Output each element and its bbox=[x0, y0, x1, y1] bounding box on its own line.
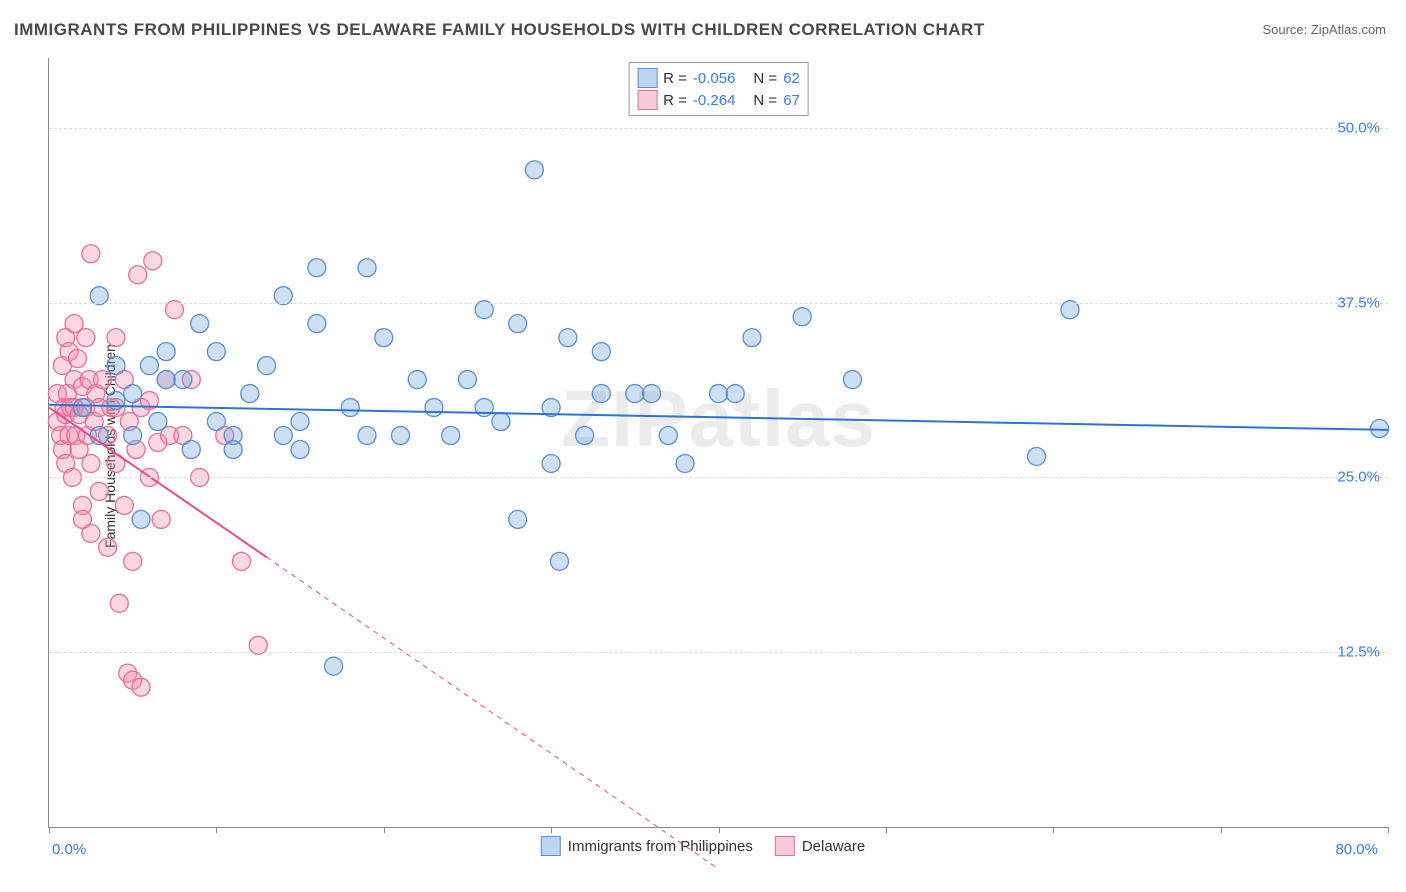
y-tick-label: 25.0% bbox=[1337, 469, 1380, 486]
n-label: N = bbox=[753, 92, 777, 109]
legend-correlation-box: R = -0.056 N = 62 R = -0.264 N = 67 bbox=[628, 62, 809, 116]
swatch-pink-icon bbox=[637, 90, 657, 110]
x-tick bbox=[216, 827, 217, 833]
r-label: R = bbox=[663, 92, 687, 109]
grid-line bbox=[49, 128, 1388, 129]
n-value-pink: 67 bbox=[783, 92, 800, 109]
x-max-label: 80.0% bbox=[1335, 841, 1378, 858]
chart-title: IMMIGRANTS FROM PHILIPPINES VS DELAWARE … bbox=[14, 20, 985, 40]
legend-item-pink: Delaware bbox=[775, 836, 865, 856]
r-label: R = bbox=[663, 70, 687, 87]
legend-item-blue: Immigrants from Philippines bbox=[541, 836, 753, 856]
x-tick bbox=[719, 827, 720, 833]
plot-area: R = -0.056 N = 62 R = -0.264 N = 67 ZIPa… bbox=[48, 58, 1388, 828]
legend-label-blue: Immigrants from Philippines bbox=[568, 838, 753, 855]
swatch-blue-icon bbox=[637, 68, 657, 88]
y-tick-label: 12.5% bbox=[1337, 644, 1380, 661]
x-min-label: 0.0% bbox=[52, 841, 86, 858]
x-tick bbox=[1221, 827, 1222, 833]
legend-series-box: Immigrants from Philippines Delaware bbox=[541, 836, 865, 856]
scatter-svg bbox=[49, 58, 1388, 827]
grid-line bbox=[49, 477, 1388, 478]
swatch-pink-icon bbox=[775, 836, 795, 856]
y-tick-label: 37.5% bbox=[1337, 294, 1380, 311]
legend-row-pink: R = -0.264 N = 67 bbox=[637, 89, 800, 111]
x-tick bbox=[1388, 827, 1389, 833]
grid-line bbox=[49, 303, 1388, 304]
legend-row-blue: R = -0.056 N = 62 bbox=[637, 67, 800, 89]
legend-label-pink: Delaware bbox=[802, 838, 865, 855]
x-tick bbox=[1053, 827, 1054, 833]
x-tick bbox=[49, 827, 50, 833]
x-tick bbox=[551, 827, 552, 833]
x-tick bbox=[384, 827, 385, 833]
swatch-blue-icon bbox=[541, 836, 561, 856]
grid-line bbox=[49, 652, 1388, 653]
source-attribution: Source: ZipAtlas.com bbox=[1262, 22, 1386, 37]
n-label: N = bbox=[753, 70, 777, 87]
y-tick-label: 50.0% bbox=[1337, 119, 1380, 136]
r-value-blue: -0.056 bbox=[693, 70, 736, 87]
r-value-pink: -0.264 bbox=[693, 92, 736, 109]
chart-container: IMMIGRANTS FROM PHILIPPINES VS DELAWARE … bbox=[0, 0, 1406, 892]
x-tick bbox=[886, 827, 887, 833]
n-value-blue: 62 bbox=[783, 70, 800, 87]
